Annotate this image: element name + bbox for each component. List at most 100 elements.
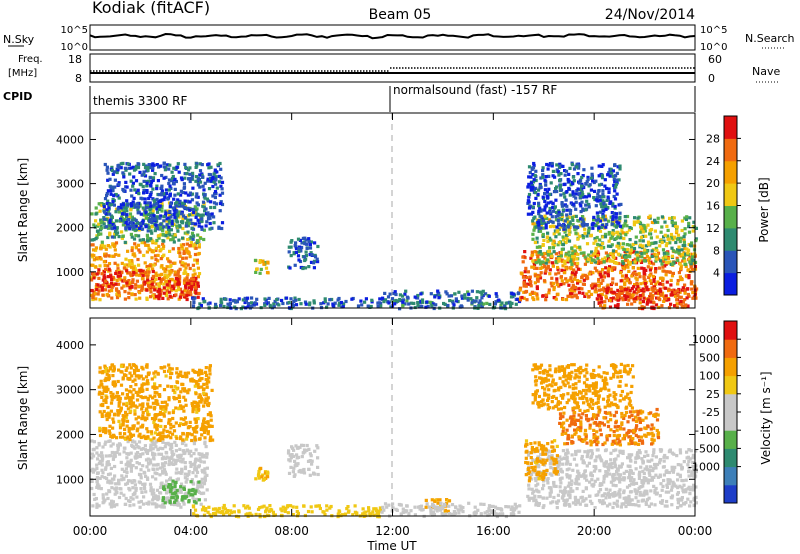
power-cell	[219, 167, 223, 171]
vel-cell	[107, 374, 111, 378]
power-cell	[689, 282, 693, 286]
vel-cell	[149, 443, 153, 447]
power-cell	[151, 178, 155, 182]
vel-cell	[125, 456, 129, 460]
vel-cell	[134, 456, 138, 460]
vel-cell	[105, 492, 109, 496]
power-cell	[153, 217, 157, 221]
vel-cell	[184, 480, 188, 484]
power-cell	[196, 281, 200, 285]
vel-cell	[173, 385, 177, 389]
colorbar-tick-label: 16	[706, 200, 720, 213]
power-cell	[127, 166, 131, 170]
power-cell	[596, 192, 600, 196]
power-cell	[129, 208, 133, 212]
power-cell	[580, 287, 584, 291]
power-cell	[185, 294, 189, 298]
power-cell	[219, 304, 223, 308]
power-cell	[551, 202, 555, 206]
vel-cell	[175, 436, 179, 440]
power-cell	[160, 255, 165, 259]
power-cell	[277, 303, 281, 307]
power-cell	[585, 242, 590, 246]
vel-cell	[126, 436, 130, 440]
power-cell	[657, 257, 661, 261]
power-cell	[576, 163, 581, 167]
power-cell	[107, 206, 111, 210]
power-cell	[122, 212, 126, 216]
power-cell	[555, 163, 559, 167]
vel-cell	[98, 426, 102, 430]
power-cell	[111, 254, 115, 258]
power-cell	[527, 165, 532, 169]
power-cell	[526, 185, 530, 189]
power-cell	[611, 259, 615, 263]
power-cell	[183, 172, 187, 176]
power-cell	[113, 178, 117, 182]
power-cell	[599, 217, 603, 221]
power-cell	[592, 258, 596, 262]
power-cell	[170, 219, 174, 223]
power-cell	[572, 254, 577, 259]
power-cell	[644, 244, 649, 248]
vel-cell	[153, 502, 157, 506]
vel-cell	[110, 481, 114, 485]
power-cell	[145, 205, 149, 210]
power-cell	[130, 218, 134, 222]
power-cell	[581, 174, 585, 178]
power-cell	[594, 290, 598, 294]
power-cell	[299, 302, 303, 306]
power-cell	[129, 273, 133, 277]
power-cell	[359, 299, 363, 303]
vel-cell	[190, 478, 194, 482]
power-cell	[592, 196, 596, 200]
vel-cell	[184, 389, 188, 393]
vel-cell	[108, 502, 112, 506]
power-cell	[139, 196, 143, 200]
vel-cell	[140, 407, 144, 411]
power-cell	[604, 294, 608, 298]
y-tick-label: 2000	[56, 222, 84, 235]
vel-cell	[117, 495, 122, 500]
power-cell	[538, 182, 542, 187]
power-cell	[135, 202, 139, 206]
vel-cell	[167, 462, 171, 467]
power-cell	[111, 200, 115, 204]
power-cell	[494, 300, 498, 304]
power-cell	[687, 221, 691, 225]
power-cell	[303, 242, 307, 246]
power-cell	[630, 274, 634, 278]
power-cell	[158, 216, 162, 220]
vel-cell	[167, 396, 171, 400]
power-cell	[628, 226, 632, 230]
power-cell	[137, 263, 141, 267]
power-cell	[598, 238, 602, 242]
power-cell	[637, 272, 641, 276]
power-cell	[692, 253, 696, 257]
power-cell	[184, 284, 188, 288]
vel-cell	[113, 474, 117, 478]
vel-cell	[169, 483, 173, 487]
vel-cell	[110, 435, 114, 439]
power-cell	[145, 269, 149, 273]
vel-cell	[111, 457, 115, 461]
power-cell	[154, 246, 158, 250]
power-cell	[220, 191, 225, 195]
power-cell	[176, 162, 180, 166]
beam-title: Beam 05	[369, 7, 432, 23]
power-cell	[677, 295, 681, 299]
power-cell	[595, 211, 599, 215]
power-cell	[179, 193, 183, 197]
power-cell	[624, 258, 628, 262]
vel-cell	[202, 481, 207, 485]
power-cell	[218, 201, 222, 206]
power-cell	[544, 261, 548, 265]
power-cell	[612, 194, 616, 199]
power-cell	[592, 218, 596, 222]
power-cell	[654, 291, 658, 295]
power-cell	[621, 231, 625, 235]
vel-cell	[110, 486, 114, 490]
vel-cell	[108, 439, 112, 443]
vel-cell	[143, 482, 147, 486]
